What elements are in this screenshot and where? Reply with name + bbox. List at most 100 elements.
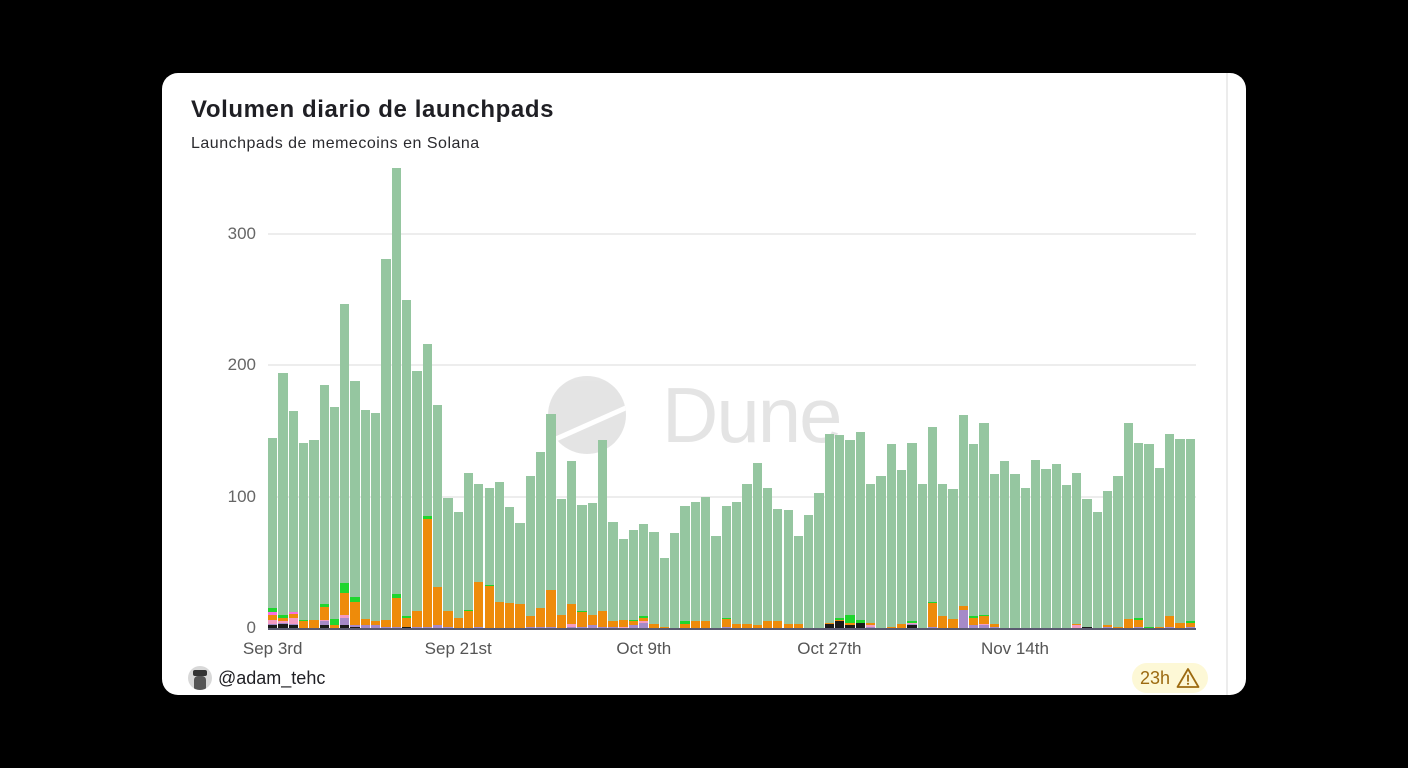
bar[interactable] [804,515,814,628]
bar[interactable] [680,505,690,628]
bar[interactable] [855,432,865,628]
author[interactable]: @adam_tehc [188,666,325,690]
bar[interactable] [783,509,793,628]
bar[interactable] [1113,475,1123,628]
bar[interactable] [1175,438,1185,628]
bar[interactable] [938,483,948,628]
bar[interactable] [917,483,927,628]
bar[interactable] [1010,474,1020,628]
bar[interactable] [443,498,453,628]
bar[interactable] [690,501,700,628]
bar[interactable] [546,414,556,628]
bar[interactable] [845,440,855,628]
bar[interactable] [597,440,608,628]
bar[interactable] [1164,433,1175,628]
bar[interactable] [1041,469,1051,628]
bar[interactable] [278,373,288,628]
bar[interactable] [793,536,804,628]
bar[interactable] [649,532,659,628]
bar[interactable] [762,487,773,628]
bar[interactable] [566,461,577,628]
bar[interactable] [1020,487,1030,628]
bar[interactable] [474,483,484,628]
bar[interactable] [340,303,350,628]
author-username[interactable]: @adam_tehc [218,667,326,688]
bar[interactable] [329,407,340,628]
bar[interactable] [618,538,628,628]
bar[interactable] [505,507,515,628]
bar[interactable] [536,452,546,628]
bar[interactable] [958,415,969,628]
bar[interactable] [824,433,835,628]
bar[interactable] [876,475,886,628]
bar[interactable] [525,475,536,628]
bar[interactable] [896,470,907,628]
freshness-badge[interactable]: 23h [1132,663,1209,693]
bar-segment-main [793,536,804,625]
bar[interactable] [309,440,319,628]
bar[interactable] [948,488,958,628]
bar[interactable] [1154,467,1164,628]
bar[interactable] [969,444,979,628]
bar[interactable] [319,385,329,628]
bar[interactable] [907,442,917,628]
bar[interactable] [979,423,989,628]
bar[interactable] [742,483,752,628]
bar[interactable] [886,444,896,628]
bar[interactable] [1061,484,1072,628]
bar[interactable] [268,437,278,628]
bar[interactable] [670,533,680,628]
bar[interactable] [494,482,505,628]
bar-segment-purple [422,626,432,628]
bar[interactable] [1144,444,1154,628]
bar[interactable] [463,473,474,628]
bar[interactable] [402,299,412,628]
bar[interactable] [773,508,783,628]
bar[interactable] [577,504,587,628]
bar[interactable] [711,536,721,628]
bar[interactable] [556,499,566,628]
bar[interactable] [721,505,731,628]
bar[interactable] [412,370,422,628]
bar-segment-main [742,483,752,625]
bar[interactable] [432,404,443,628]
bar[interactable] [587,503,597,628]
bar[interactable] [835,435,845,628]
bar[interactable] [298,442,309,628]
bar[interactable] [1051,463,1061,628]
bar[interactable] [1082,499,1092,628]
bar[interactable] [360,410,371,628]
bar[interactable] [422,344,432,628]
bar[interactable] [628,529,639,628]
bar[interactable] [1030,459,1041,628]
bar[interactable] [752,462,762,628]
bar-segment-main [525,475,536,617]
bar-segment-main [1103,491,1113,626]
bar[interactable] [350,381,360,628]
bar[interactable] [381,259,391,628]
bar[interactable] [701,496,711,628]
bar[interactable] [484,487,494,628]
bar[interactable] [1123,423,1134,628]
bar[interactable] [1185,438,1195,628]
bar[interactable] [1092,512,1103,628]
bar[interactable] [1000,461,1010,628]
bar[interactable] [453,512,463,628]
bar[interactable] [865,483,876,628]
bar[interactable] [371,412,381,628]
bar[interactable] [288,411,298,628]
bar[interactable] [515,522,525,628]
bar[interactable] [989,474,999,628]
bar[interactable] [391,168,402,628]
bar-segment-orange [340,592,350,615]
bar[interactable] [927,427,938,628]
bar-segment-purple [865,626,876,628]
bar[interactable] [1103,491,1113,628]
bar[interactable] [659,558,670,628]
bar[interactable] [1072,473,1082,628]
bar[interactable] [731,501,742,628]
bar[interactable] [814,492,824,628]
bar[interactable] [608,521,618,628]
bar[interactable] [639,524,649,628]
bar[interactable] [1134,442,1144,628]
